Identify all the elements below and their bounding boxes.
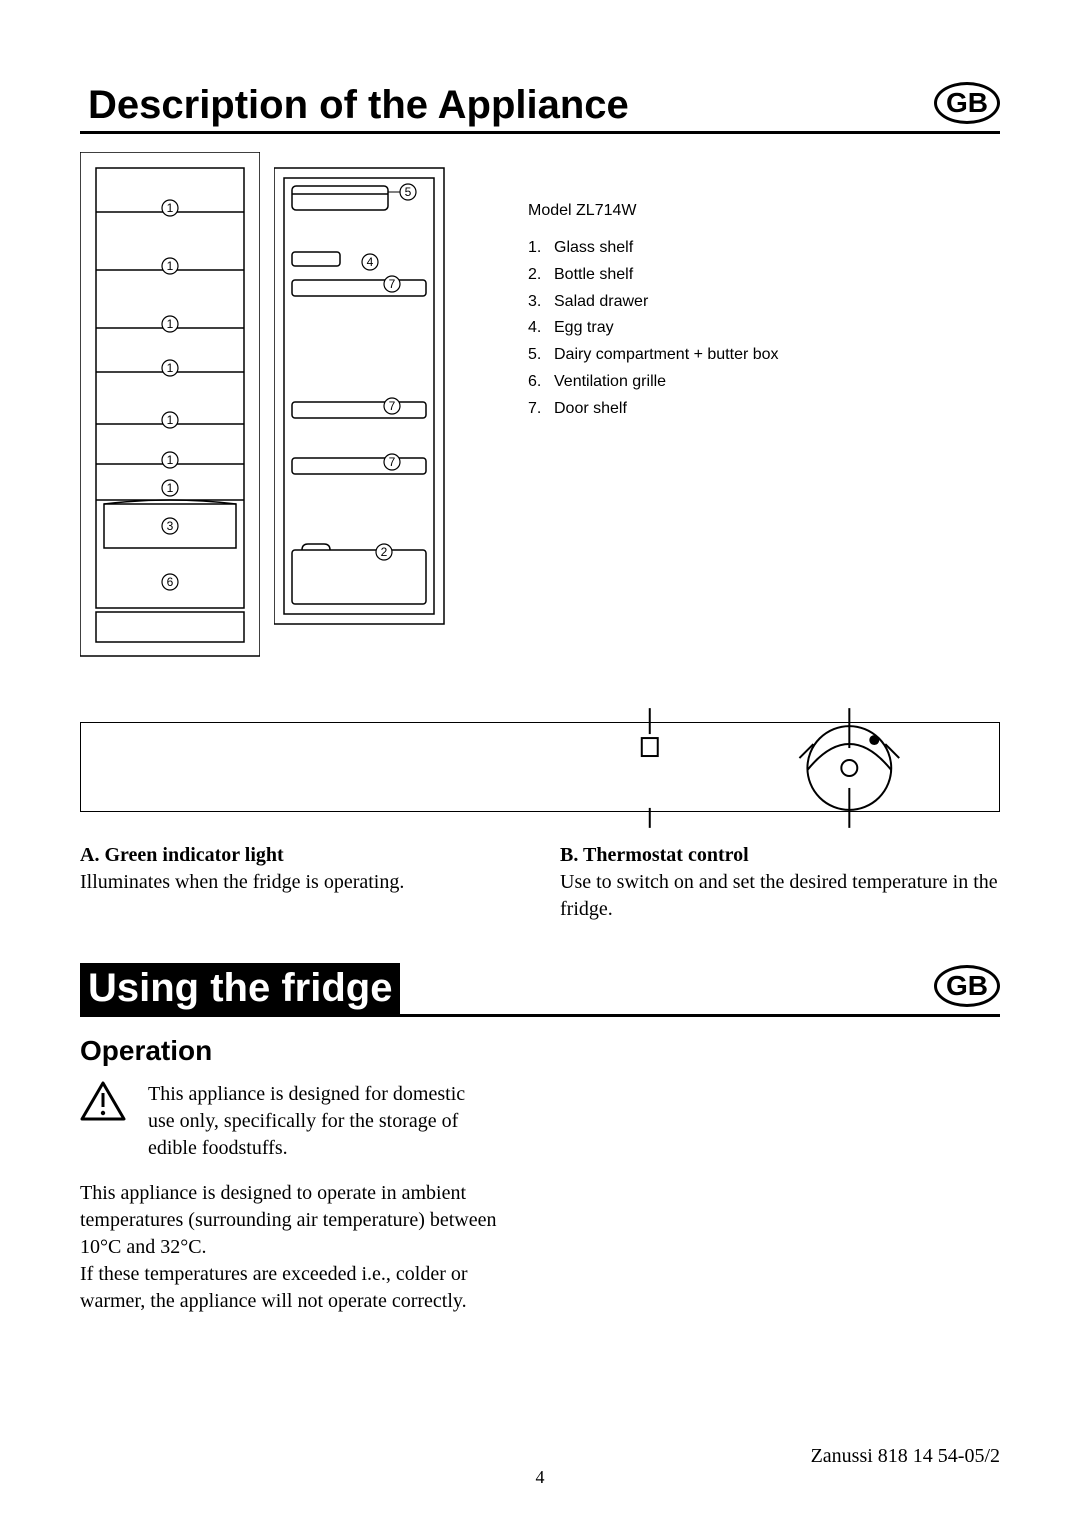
warning-text: This appliance is designed for domestic … <box>148 1081 468 1162</box>
svg-text:6: 6 <box>167 575 174 589</box>
part-item: 1.Glass shelf <box>528 238 779 259</box>
section-header-using: Using the fridge GB <box>80 963 1000 1017</box>
col-b-text: Use to switch on and set the desired tem… <box>560 871 998 920</box>
controls-description: A. Green indicator light Illuminates whe… <box>80 842 1000 923</box>
svg-text:1: 1 <box>167 481 174 495</box>
svg-text:1: 1 <box>167 413 174 427</box>
svg-text:1: 1 <box>167 317 174 331</box>
svg-text:1: 1 <box>167 201 174 215</box>
col-a-heading: A. Green indicator light <box>80 844 284 866</box>
svg-text:3: 3 <box>167 519 174 533</box>
col-a-text: Illuminates when the fridge is operating… <box>80 871 404 893</box>
part-item: 5.Dairy compartment + butter box <box>528 345 779 366</box>
part-item: 4.Egg tray <box>528 318 779 339</box>
parts-list: 1.Glass shelf 2.Bottle shelf 3.Salad dra… <box>528 238 779 420</box>
model-parts-block: Model ZL714W 1.Glass shelf 2.Bottle shel… <box>528 202 779 662</box>
part-item: 3.Salad drawer <box>528 292 779 313</box>
part-item: 7.Door shelf <box>528 399 779 420</box>
gb-badge: GB <box>934 82 1000 124</box>
control-panel-diagram <box>80 722 1000 812</box>
subsection-title: Operation <box>80 1035 1000 1067</box>
fridge-body-diagram: 1 1 1 1 1 1 1 3 6 <box>80 152 260 662</box>
footer-right: Zanussi 818 14 54-05/2 <box>811 1445 1000 1468</box>
warning-block: This appliance is designed for domestic … <box>80 1081 1000 1162</box>
svg-text:7: 7 <box>389 277 396 291</box>
operation-paragraph: This appliance is designed to operate in… <box>80 1180 520 1315</box>
warning-icon <box>80 1081 126 1121</box>
model-label: Model ZL714W <box>528 202 779 220</box>
col-a: A. Green indicator light Illuminates whe… <box>80 842 520 923</box>
svg-text:7: 7 <box>389 399 396 413</box>
svg-text:2: 2 <box>381 545 388 559</box>
svg-text:1: 1 <box>167 361 174 375</box>
fridge-door-diagram: 5 4 7 7 7 2 <box>274 152 454 642</box>
col-b-heading: B. Thermostat control <box>560 844 749 866</box>
part-item: 6.Ventilation grille <box>528 372 779 393</box>
page-number: 4 <box>536 1467 545 1488</box>
svg-text:4: 4 <box>367 255 374 269</box>
svg-text:5: 5 <box>405 185 412 199</box>
svg-text:1: 1 <box>167 259 174 273</box>
col-b: B. Thermostat control Use to switch on a… <box>560 842 1000 923</box>
part-item: 2.Bottle shelf <box>528 265 779 286</box>
description-body: 1 1 1 1 1 1 1 3 6 <box>80 152 1000 662</box>
section-title: Description of the Appliance <box>80 80 637 131</box>
section-title: Using the fridge <box>80 963 400 1014</box>
svg-text:7: 7 <box>389 455 396 469</box>
gb-badge: GB <box>934 965 1000 1007</box>
section-header-description: Description of the Appliance GB <box>80 80 1000 134</box>
svg-text:1: 1 <box>167 453 174 467</box>
